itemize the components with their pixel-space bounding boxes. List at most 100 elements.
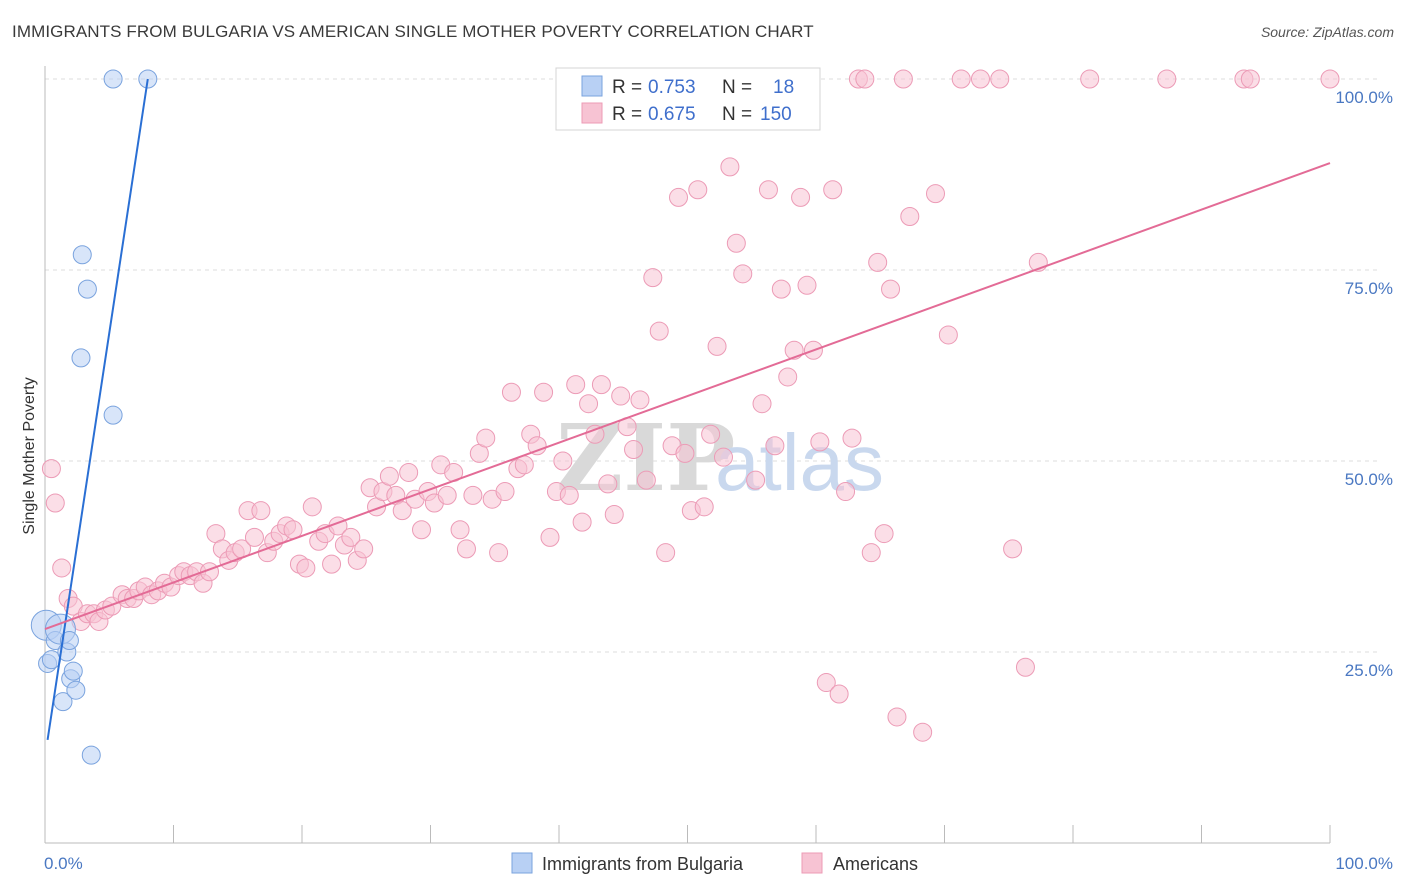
americans-point-62: [437, 485, 457, 505]
y-tick-label-0: 25.0%: [1345, 661, 1393, 680]
americans-point-76: [527, 436, 547, 456]
y-tick-label-3: 100.0%: [1335, 88, 1393, 107]
watermark-zip: ZIP: [556, 404, 735, 512]
americans-point-138: [951, 69, 971, 89]
chart-title: IMMIGRANTS FROM BULGARIA VS AMERICAN SIN…: [12, 22, 814, 41]
americans-point-98: [669, 187, 689, 207]
americans-point-78: [540, 527, 560, 547]
bulgaria-point-13: [77, 279, 97, 299]
legend-swatch-bulgaria: [511, 852, 533, 874]
americans-point-81: [559, 485, 579, 505]
americans-point-33: [251, 501, 271, 521]
bulgaria-trendline: [46, 78, 149, 741]
y-tick-label-2: 75.0%: [1345, 279, 1393, 298]
stats-legend-r-value-2: 0.675: [648, 104, 696, 125]
americans-point-32: [244, 527, 264, 547]
americans-point-139: [970, 69, 990, 89]
stats-legend-n-value-1: 18: [773, 77, 794, 98]
americans-point-137: [938, 325, 958, 345]
legend-label-bulgaria: Immigrants from Bulgaria: [542, 854, 744, 874]
americans-point-40: [296, 558, 316, 578]
americans-point-85: [585, 424, 605, 444]
trendlines: [44, 78, 1331, 741]
americans-point-64: [450, 520, 470, 540]
americans-point-70: [489, 543, 509, 563]
americans-point-130: [874, 524, 894, 544]
americans-point-132: [887, 707, 907, 727]
americans-point-147: [1240, 69, 1260, 89]
americans-point-102: [694, 497, 714, 517]
bulgaria-point-7: [59, 631, 79, 651]
stats-legend-n-value-2: 150: [760, 104, 792, 125]
americans-point-113: [765, 436, 785, 456]
bulgaria-point-12: [72, 245, 92, 265]
bulgaria-point-15: [103, 405, 123, 425]
americans-point-41: [302, 497, 322, 517]
americans-trendline: [44, 162, 1331, 631]
americans-point-66: [463, 485, 483, 505]
americans-point-144: [1080, 69, 1100, 89]
americans-point-83: [572, 512, 592, 532]
bulgaria-point-9: [63, 661, 83, 681]
americans-point-114: [771, 279, 791, 299]
bulgaria-point-11: [71, 348, 91, 368]
americans-point-99: [675, 443, 695, 463]
americans-point-135: [913, 722, 933, 742]
americans-point-112: [758, 180, 778, 200]
americans-point-111: [752, 394, 772, 414]
americans-point-145: [1157, 69, 1177, 89]
americans-point-2: [52, 558, 72, 578]
americans-point-134: [900, 207, 920, 227]
americans-point-142: [1015, 657, 1035, 677]
americans-point-106: [720, 157, 740, 177]
americans-point-122: [823, 180, 843, 200]
americans-point-1: [45, 493, 65, 513]
americans-point-120: [810, 432, 830, 452]
americans-point-127: [855, 69, 875, 89]
americans-point-124: [836, 482, 856, 502]
americans-point-131: [881, 279, 901, 299]
series-bulgaria-points: [30, 69, 158, 765]
americans-point-92: [630, 390, 650, 410]
x-tick-label-0: 0.0%: [44, 854, 83, 873]
americans-point-72: [501, 382, 521, 402]
americans-point-87: [598, 474, 618, 494]
americans-point-110: [746, 470, 766, 490]
americans-point-105: [713, 447, 733, 467]
americans-point-44: [322, 554, 342, 574]
americans-point-121: [816, 673, 836, 693]
americans-point-91: [624, 440, 644, 460]
stats-legend: R = 0.753 N = 18 R = 0.675 N = 150: [555, 67, 821, 131]
americans-point-55: [392, 501, 412, 521]
americans-point-128: [861, 543, 881, 563]
americans-point-77: [534, 382, 554, 402]
americans-point-136: [926, 184, 946, 204]
americans-point-89: [611, 386, 631, 406]
americans-point-68: [476, 428, 496, 448]
americans-point-117: [791, 187, 811, 207]
americans-point-65: [456, 539, 476, 559]
y-tick-label-1: 50.0%: [1345, 470, 1393, 489]
americans-point-108: [733, 264, 753, 284]
stats-legend-swatch-bulgaria: [581, 75, 603, 97]
americans-point-80: [553, 451, 573, 471]
americans-point-93: [636, 470, 656, 490]
americans-point-123: [829, 684, 849, 704]
source-label: Source: ZipAtlas.com: [1260, 24, 1394, 40]
americans-point-96: [656, 543, 676, 563]
x-tick-label-1: 100.0%: [1335, 854, 1393, 873]
bulgaria-point-16: [103, 69, 123, 89]
stats-legend-r-label-2: R =: [612, 104, 642, 125]
americans-point-71: [495, 482, 515, 502]
axes: [44, 66, 1331, 844]
stats-legend-r-label-1: R =: [612, 77, 642, 98]
americans-point-104: [707, 336, 727, 356]
americans-point-107: [726, 233, 746, 253]
americans-point-141: [1003, 539, 1023, 559]
y-axis-label: Single Mother Poverty: [21, 377, 38, 534]
stats-legend-n-label-2: N =: [722, 104, 752, 125]
stats-legend-n-label-1: N =: [722, 77, 752, 98]
americans-point-103: [701, 424, 721, 444]
y-tick-labels: 25.0% 50.0% 75.0% 100.0%: [1335, 88, 1393, 680]
